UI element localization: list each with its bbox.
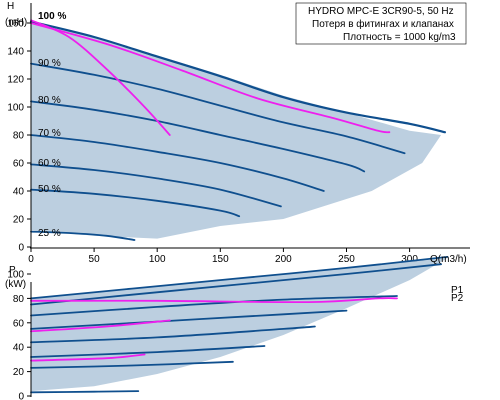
info-title: HYDRO MPC-E 3CR90-5, 50 Hz — [308, 6, 454, 17]
speed-curve-6 — [30, 188, 241, 218]
flow-x-tick-label: 200 — [275, 254, 292, 265]
speed-label-4: 70 % — [38, 128, 61, 139]
head-y-tick-label: 20 — [13, 215, 25, 226]
head-y-tick-label: 80 — [13, 131, 25, 142]
power-series-label-1: P1 — [451, 285, 464, 296]
info-density: Плотность = 1000 kg/m3 — [343, 32, 456, 43]
head-y-tick-label: 120 — [7, 75, 24, 86]
power-operating-range — [31, 258, 448, 392]
speed-label-7: 25 % — [38, 228, 61, 239]
power-curve-4 — [30, 309, 348, 330]
speed-label-6: 50 % — [38, 184, 61, 195]
flow-x-tick-label: 150 — [212, 254, 229, 265]
speed-curve-3 — [30, 100, 366, 173]
head-y-tick-label: 160 — [7, 19, 24, 30]
info-box — [295, 2, 467, 45]
system-curve-2 — [30, 22, 391, 134]
power-curve-6 — [30, 345, 266, 358]
speed-curve-7 — [30, 230, 136, 241]
flow-x-tick-label: 100 — [149, 254, 166, 265]
flow-x-tick-label: 50 — [89, 254, 101, 265]
power-axis-symbol: P — [9, 265, 16, 276]
speed-curve-2 — [30, 62, 406, 155]
power-curve-2 — [30, 263, 442, 306]
head-y-tick-label: 100 — [7, 103, 24, 114]
power-y-tick-label: 60 — [13, 318, 25, 329]
speed-label-5: 60 % — [38, 158, 61, 169]
power-y-tick-label: 40 — [13, 343, 25, 354]
head-y-tick-label: 40 — [13, 187, 25, 198]
power-y-tick-label: 20 — [13, 367, 25, 378]
info-losses: Потеря в фитингах и клапанах — [312, 18, 454, 30]
head-chart: 100 % 90 % 80 % 70 % 60 % 50 % 25 % 0 20 40 60 80 10… — [7, 3, 470, 265]
speed-label-3: 80 % — [38, 95, 61, 106]
head-y-tick-label: 0 — [18, 243, 24, 254]
speed-label-1: 100 % — [38, 11, 66, 22]
power-axis-unit: (kW) — [5, 279, 26, 290]
power-curve-3 — [30, 295, 398, 317]
power-system-curve-1 — [30, 319, 171, 333]
speed-curve-4 — [30, 134, 325, 192]
power-curve-1 — [30, 255, 449, 300]
head-axis-symbol: H — [7, 1, 14, 12]
head-y-tick-label: 140 — [7, 47, 24, 58]
power-system-curve-3 — [30, 353, 146, 362]
power-curve-8 — [30, 390, 140, 394]
power-system-curve-2 — [30, 297, 398, 304]
power-y-tick-label: 80 — [13, 294, 25, 305]
flow-axis-label: Q(m3/h) — [430, 254, 467, 265]
flow-x-tick-label: 0 — [28, 254, 34, 265]
speed-label-2: 90 % — [38, 58, 61, 69]
power-curve-5 — [30, 325, 316, 344]
power-curve-7 — [30, 360, 234, 369]
speed-curve-5 — [30, 163, 282, 208]
head-operating-range — [31, 23, 442, 239]
power-y-tick-label: 0 — [18, 392, 24, 400]
speed-curve-1 — [29, 20, 446, 134]
power-y-tick-label: 100 — [7, 270, 24, 281]
power-series-label-2: P2 — [451, 293, 464, 304]
head-y-tick-label: 60 — [13, 159, 25, 170]
flow-x-tick-label: 300 — [401, 254, 418, 265]
head-axis-unit: (mH) — [5, 17, 27, 28]
flow-x-tick-label: 250 — [338, 254, 355, 265]
